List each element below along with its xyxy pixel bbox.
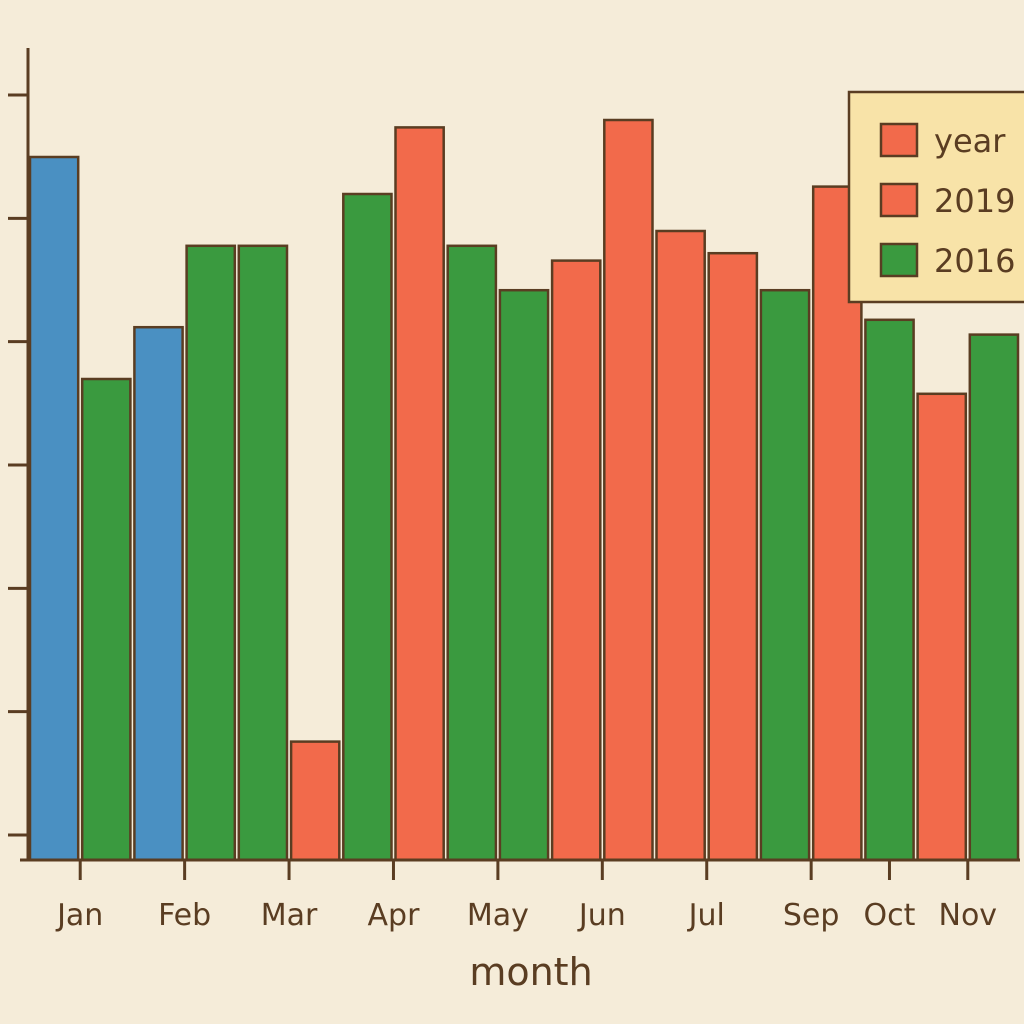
bar-jul-13	[707, 251, 759, 862]
bar-apr-6	[342, 192, 393, 862]
bar-jan-1	[80, 377, 132, 862]
y-axis	[8, 48, 1020, 862]
bar-feb-3	[185, 244, 237, 862]
bars-layer	[28, 118, 1020, 862]
legend-swatch-2016	[879, 242, 919, 278]
x-tick-label-sep: Sep	[783, 898, 840, 933]
bar-jul-12	[655, 229, 706, 862]
bar-jan-0	[28, 155, 80, 862]
bar-jun-11	[603, 118, 654, 862]
legend-swatch-2019	[879, 182, 919, 218]
legend-label-2019: 2019	[934, 182, 1015, 220]
x-tick-label-mar: Mar	[261, 898, 318, 933]
bar-jun-10	[550, 259, 602, 862]
bar-mar-5	[289, 740, 341, 862]
x-tick-label-jan: Jan	[55, 898, 103, 933]
x-tick-label-apr: Apr	[368, 898, 421, 933]
bar-may-9	[498, 288, 550, 862]
x-tick-label-feb: Feb	[158, 898, 211, 933]
x-axis-ticks: Jan Feb Mar Apr May Jun Jul Sep Oct Nov	[55, 860, 997, 933]
bar-apr-7	[394, 126, 445, 862]
x-axis-title: month	[469, 950, 592, 994]
bar-feb-2	[133, 325, 184, 862]
x-tick-label-may: May	[467, 898, 529, 933]
legend-label-2016: 2016	[934, 242, 1015, 280]
legend-title: year	[934, 122, 1006, 160]
legend-entries: 2019 2016	[879, 182, 1015, 280]
bar-nov-18	[968, 333, 1020, 862]
bar-oct-16	[864, 318, 915, 862]
bar-may-8	[446, 244, 498, 862]
legend-box	[847, 90, 1024, 304]
bar-mar-4	[237, 244, 289, 862]
bar-sep-14	[759, 288, 811, 862]
x-tick-label-oct: Oct	[864, 898, 916, 933]
bar-nov-17	[916, 392, 968, 862]
x-tick-label-jun: Jun	[577, 898, 626, 933]
legend: year 2019 2016	[847, 90, 1024, 304]
legend-swatch-title	[879, 122, 919, 158]
x-tick-label-jul: Jul	[687, 898, 725, 933]
x-tick-label-nov: Nov	[939, 898, 998, 933]
